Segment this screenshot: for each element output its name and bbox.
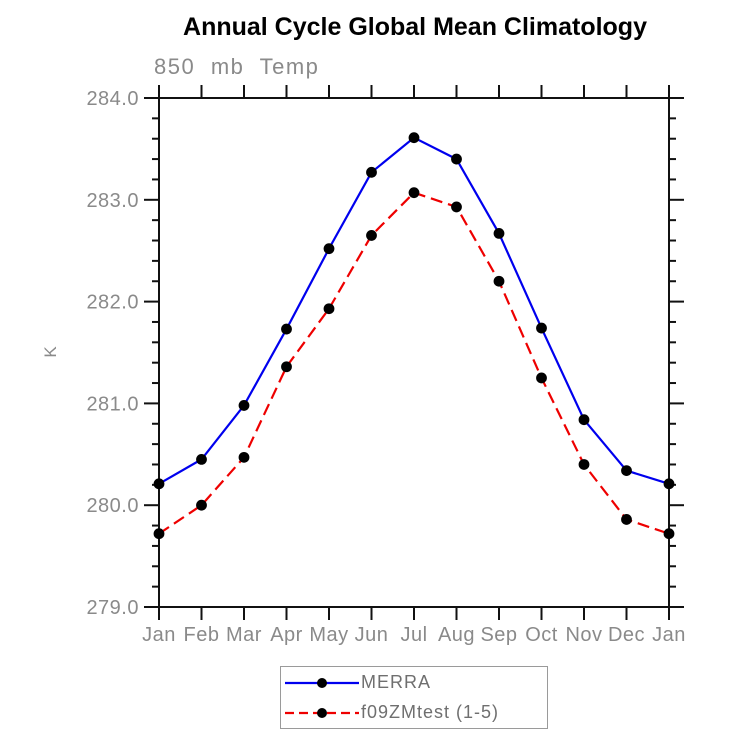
series-line-f09zmtest [158, 191, 670, 535]
data-point-marker [493, 227, 505, 239]
chart-title: Annual Cycle Global Mean Climatology [183, 13, 647, 41]
legend-line-sample [285, 677, 359, 688]
x-axis-label: Jan [652, 624, 686, 646]
data-point-marker [323, 303, 335, 315]
data-point-marker [408, 132, 420, 144]
data-point-marker [451, 201, 462, 213]
legend-marker-dot [317, 707, 327, 718]
legend: MERRA f09ZMtest (1-5) [280, 666, 548, 729]
y-axis-tick-label: 281.0 [86, 393, 139, 415]
data-point-marker [238, 451, 250, 463]
data-point-marker [366, 230, 377, 241]
data-point-marker [621, 465, 632, 476]
data-point-marker [578, 459, 590, 470]
x-axis-label: Apr [270, 624, 303, 646]
y-axis-tick-label: 283.0 [86, 190, 139, 212]
data-point-marker [366, 166, 377, 178]
y-axis-tick-label: 280.0 [86, 495, 139, 517]
x-axis-label: Feb [184, 624, 220, 646]
data-point-marker [281, 323, 292, 335]
data-point-marker [493, 275, 505, 287]
data-point-marker [536, 372, 547, 384]
legend-line-sample [285, 707, 359, 718]
data-point-marker [663, 528, 675, 540]
data-point-marker [196, 453, 207, 465]
x-axis-label: Dec [608, 624, 645, 646]
data-point-marker [323, 243, 335, 255]
x-axis-label: Sep [480, 624, 517, 646]
x-axis-label: Jul [400, 624, 427, 646]
data-point-marker [578, 414, 590, 426]
legend-marker-dot [317, 677, 327, 688]
legend-label: MERRA [361, 672, 432, 692]
x-axis-label: Aug [438, 624, 475, 646]
x-axis-label: Mar [226, 624, 262, 646]
data-point-marker [451, 153, 462, 165]
y-axis-title: K [41, 346, 60, 358]
legend-row: MERRA [283, 669, 547, 697]
y-axis-tick-label: 282.0 [86, 292, 139, 314]
legend-label: f09ZMtest (1-5) [361, 702, 500, 722]
legend-row: f09ZMtest (1-5) [283, 699, 547, 727]
data-point-marker [153, 528, 165, 540]
x-axis-label: Oct [525, 624, 558, 646]
x-axis-label: May [309, 624, 348, 646]
x-axis-label: Jan [142, 624, 176, 646]
data-point-marker [408, 187, 420, 199]
x-axis-label: Nov [565, 624, 602, 646]
y-axis-tick-label: 284.0 [86, 88, 139, 110]
data-point-marker [281, 361, 292, 373]
x-axis-label: Jun [355, 624, 389, 646]
data-point-marker [238, 400, 250, 411]
y-axis-tick-label: 279.0 [86, 597, 139, 619]
data-point-marker [621, 514, 632, 525]
chart-subtitle: 850 mb Temp [154, 54, 320, 79]
data-point-marker [196, 499, 207, 511]
data-point-marker [153, 478, 165, 490]
data-point-marker [536, 322, 547, 334]
data-point-marker [663, 478, 675, 490]
